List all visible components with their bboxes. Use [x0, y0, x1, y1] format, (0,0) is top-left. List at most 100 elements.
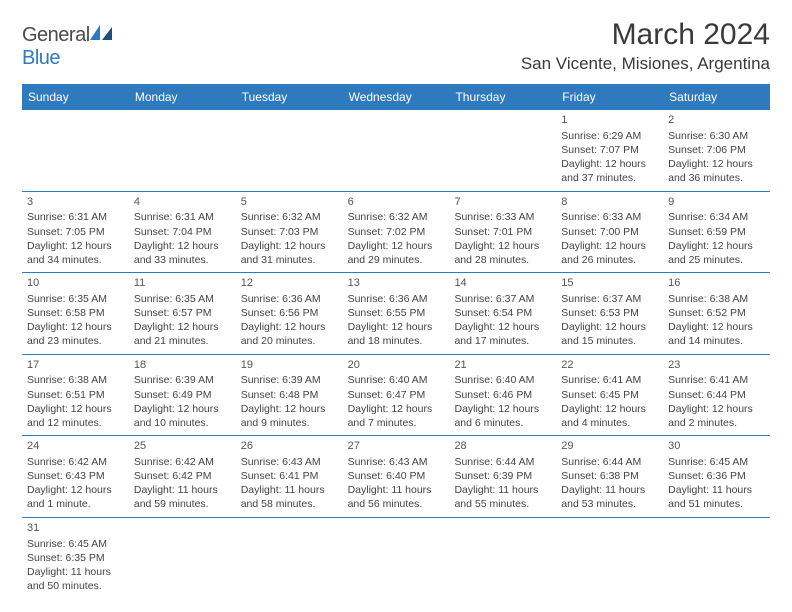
brand-part2: Blue: [22, 47, 60, 69]
sunrise-line: Sunrise: 6:36 AM: [348, 292, 445, 306]
calendar-cell: 19Sunrise: 6:39 AMSunset: 6:48 PMDayligh…: [236, 355, 343, 436]
title-block: March 2024 San Vicente, Misiones, Argent…: [521, 18, 770, 74]
sunset-line: Sunset: 6:39 PM: [454, 469, 551, 483]
daylight-line: Daylight: 11 hours: [454, 483, 551, 497]
calendar-cell: [129, 518, 236, 599]
daylight-line: and 23 minutes.: [27, 334, 124, 348]
weekday-header: Thursday: [449, 84, 556, 110]
calendar-cell: 15Sunrise: 6:37 AMSunset: 6:53 PMDayligh…: [556, 273, 663, 354]
calendar-cell: 8Sunrise: 6:33 AMSunset: 7:00 PMDaylight…: [556, 192, 663, 273]
daylight-line: and 18 minutes.: [348, 334, 445, 348]
header: GeneralBlue March 2024 San Vicente, Misi…: [22, 18, 770, 74]
daylight-line: Daylight: 12 hours: [454, 402, 551, 416]
daylight-line: Daylight: 12 hours: [27, 483, 124, 497]
sunrise-line: Sunrise: 6:40 AM: [454, 373, 551, 387]
day-number: 19: [241, 358, 338, 373]
daylight-line: Daylight: 12 hours: [561, 157, 658, 171]
calendar-cell: 27Sunrise: 6:43 AMSunset: 6:40 PMDayligh…: [343, 436, 450, 517]
calendar-cell: 23Sunrise: 6:41 AMSunset: 6:44 PMDayligh…: [663, 355, 770, 436]
day-number: 13: [348, 276, 445, 291]
calendar-cell: [663, 518, 770, 599]
calendar-cell: 6Sunrise: 6:32 AMSunset: 7:02 PMDaylight…: [343, 192, 450, 273]
calendar-cell: 26Sunrise: 6:43 AMSunset: 6:41 PMDayligh…: [236, 436, 343, 517]
daylight-line: and 10 minutes.: [134, 416, 231, 430]
daylight-line: Daylight: 12 hours: [561, 320, 658, 334]
calendar-cell: 11Sunrise: 6:35 AMSunset: 6:57 PMDayligh…: [129, 273, 236, 354]
daylight-line: and 34 minutes.: [27, 253, 124, 267]
daylight-line: Daylight: 12 hours: [668, 157, 765, 171]
calendar-cell: 28Sunrise: 6:44 AMSunset: 6:39 PMDayligh…: [449, 436, 556, 517]
weekday-header: Sunday: [22, 84, 129, 110]
daylight-line: and 6 minutes.: [454, 416, 551, 430]
brand-logo: GeneralBlue: [22, 24, 112, 70]
daylight-line: Daylight: 12 hours: [454, 320, 551, 334]
sunset-line: Sunset: 6:41 PM: [241, 469, 338, 483]
sunset-line: Sunset: 6:38 PM: [561, 469, 658, 483]
sunset-line: Sunset: 6:59 PM: [668, 225, 765, 239]
sunrise-line: Sunrise: 6:37 AM: [454, 292, 551, 306]
calendar-cell: 7Sunrise: 6:33 AMSunset: 7:01 PMDaylight…: [449, 192, 556, 273]
calendar-cell: [343, 110, 450, 191]
daylight-line: and 51 minutes.: [668, 497, 765, 511]
daylight-line: Daylight: 12 hours: [134, 320, 231, 334]
day-number: 1: [561, 113, 658, 128]
sunrise-line: Sunrise: 6:43 AM: [348, 455, 445, 469]
daylight-line: and 56 minutes.: [348, 497, 445, 511]
brand-part1: General: [22, 24, 90, 46]
sunset-line: Sunset: 6:58 PM: [27, 306, 124, 320]
daylight-line: and 29 minutes.: [348, 253, 445, 267]
sunrise-line: Sunrise: 6:38 AM: [668, 292, 765, 306]
calendar-cell: 24Sunrise: 6:42 AMSunset: 6:43 PMDayligh…: [22, 436, 129, 517]
sunrise-line: Sunrise: 6:35 AM: [134, 292, 231, 306]
sunrise-line: Sunrise: 6:42 AM: [27, 455, 124, 469]
sunrise-line: Sunrise: 6:33 AM: [454, 210, 551, 224]
sunrise-line: Sunrise: 6:31 AM: [27, 210, 124, 224]
day-number: 17: [27, 358, 124, 373]
sunset-line: Sunset: 7:00 PM: [561, 225, 658, 239]
sunset-line: Sunset: 6:47 PM: [348, 388, 445, 402]
calendar-cell: [449, 110, 556, 191]
sunrise-line: Sunrise: 6:45 AM: [668, 455, 765, 469]
day-number: 15: [561, 276, 658, 291]
sunset-line: Sunset: 6:55 PM: [348, 306, 445, 320]
day-number: 28: [454, 439, 551, 454]
sunset-line: Sunset: 7:03 PM: [241, 225, 338, 239]
calendar-cell: 14Sunrise: 6:37 AMSunset: 6:54 PMDayligh…: [449, 273, 556, 354]
brand-text: GeneralBlue: [22, 24, 112, 70]
daylight-line: Daylight: 12 hours: [454, 239, 551, 253]
sunrise-line: Sunrise: 6:42 AM: [134, 455, 231, 469]
calendar-cell: 12Sunrise: 6:36 AMSunset: 6:56 PMDayligh…: [236, 273, 343, 354]
daylight-line: Daylight: 12 hours: [668, 320, 765, 334]
daylight-line: and 12 minutes.: [27, 416, 124, 430]
daylight-line: Daylight: 12 hours: [561, 402, 658, 416]
calendar-cell: 13Sunrise: 6:36 AMSunset: 6:55 PMDayligh…: [343, 273, 450, 354]
sunrise-line: Sunrise: 6:38 AM: [27, 373, 124, 387]
day-number: 21: [454, 358, 551, 373]
calendar-cell: 4Sunrise: 6:31 AMSunset: 7:04 PMDaylight…: [129, 192, 236, 273]
sunrise-line: Sunrise: 6:32 AM: [241, 210, 338, 224]
sunset-line: Sunset: 6:40 PM: [348, 469, 445, 483]
weekday-header: Monday: [129, 84, 236, 110]
calendar-cell: 29Sunrise: 6:44 AMSunset: 6:38 PMDayligh…: [556, 436, 663, 517]
daylight-line: and 4 minutes.: [561, 416, 658, 430]
page-title: March 2024: [521, 18, 770, 52]
sunrise-line: Sunrise: 6:39 AM: [134, 373, 231, 387]
calendar-cell: 1Sunrise: 6:29 AMSunset: 7:07 PMDaylight…: [556, 110, 663, 191]
sunrise-line: Sunrise: 6:31 AM: [134, 210, 231, 224]
sunrise-line: Sunrise: 6:37 AM: [561, 292, 658, 306]
calendar-row: 1Sunrise: 6:29 AMSunset: 7:07 PMDaylight…: [22, 110, 770, 192]
daylight-line: and 15 minutes.: [561, 334, 658, 348]
calendar-row: 31Sunrise: 6:45 AMSunset: 6:35 PMDayligh…: [22, 518, 770, 599]
sunset-line: Sunset: 6:46 PM: [454, 388, 551, 402]
sunset-line: Sunset: 7:02 PM: [348, 225, 445, 239]
day-number: 30: [668, 439, 765, 454]
daylight-line: Daylight: 12 hours: [134, 239, 231, 253]
day-number: 29: [561, 439, 658, 454]
daylight-line: and 20 minutes.: [241, 334, 338, 348]
day-number: 6: [348, 195, 445, 210]
daylight-line: Daylight: 11 hours: [134, 483, 231, 497]
day-number: 10: [27, 276, 124, 291]
calendar-cell: [343, 518, 450, 599]
calendar-cell: 5Sunrise: 6:32 AMSunset: 7:03 PMDaylight…: [236, 192, 343, 273]
daylight-line: and 50 minutes.: [27, 579, 124, 593]
